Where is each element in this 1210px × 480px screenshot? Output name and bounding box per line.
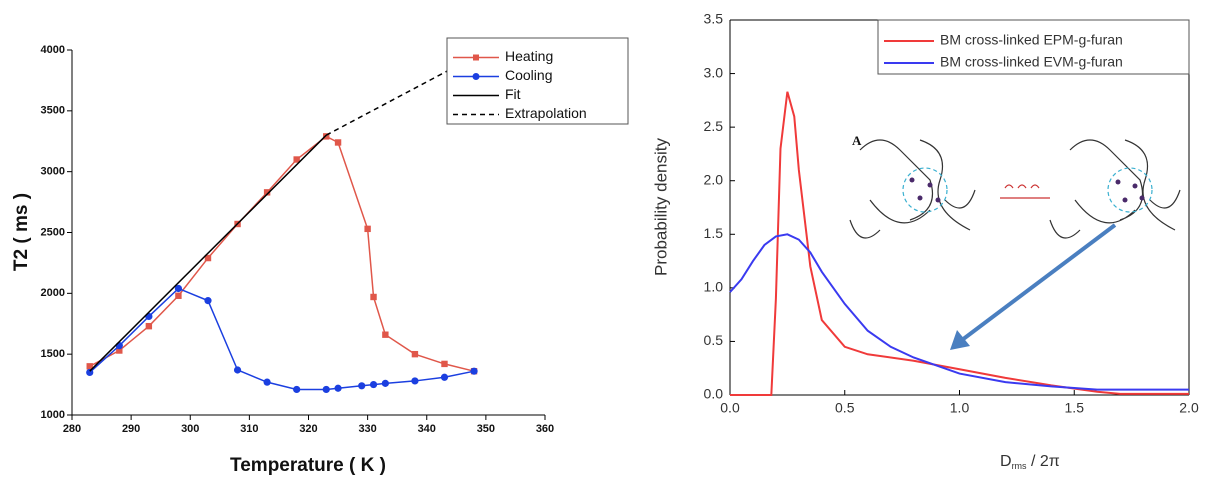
legend-label: Fit (505, 86, 521, 102)
legend-label: BM cross-linked EPM-g-furan (940, 32, 1123, 48)
y-tick-label: 0.5 (704, 332, 724, 348)
marker (411, 350, 419, 358)
line (89, 135, 475, 372)
y-tick-label: 3000 (41, 166, 65, 178)
legend-marker (472, 73, 480, 80)
y-tick-label: 3.5 (704, 11, 724, 27)
series (730, 91, 1189, 396)
marker (381, 379, 389, 387)
marker (116, 347, 123, 354)
marker (322, 385, 330, 394)
series (86, 284, 478, 394)
y-tick-label: 1.0 (704, 279, 724, 295)
y-tick-label: 2000 (41, 287, 65, 299)
marker (86, 363, 93, 370)
legend: Heating Cooling Fit Extrapolation (446, 37, 629, 125)
marker (115, 342, 123, 350)
x-tick-label: 1.5 (1065, 400, 1085, 416)
legend-box (446, 37, 629, 125)
marker (204, 297, 212, 305)
marker (263, 378, 271, 386)
x-axis-label: Drms / 2π (1000, 453, 1060, 471)
line (730, 91, 1189, 396)
y-axis-label: Probability density (651, 138, 670, 276)
series (729, 233, 1189, 391)
y-tick-label: 1.5 (704, 225, 724, 241)
marker (293, 385, 301, 394)
annotation: A (852, 133, 862, 148)
x-tick-label: 1.0 (950, 400, 970, 416)
y-tick-label: 3.0 (704, 64, 724, 80)
x-tick-label: 340 (418, 423, 436, 435)
line (89, 134, 327, 372)
series (86, 133, 478, 375)
x-tick-label: 360 (536, 423, 554, 435)
marker (334, 139, 342, 146)
y-tick-label: 3500 (41, 105, 65, 117)
y-tick-label: 1000 (41, 409, 65, 421)
y-tick-label: 2.0 (704, 171, 724, 187)
marker (323, 133, 330, 140)
line (729, 233, 1189, 391)
marker (364, 225, 371, 233)
marker (440, 373, 449, 381)
x-tick-label: 300 (181, 423, 199, 435)
x-tick-label: 280 (63, 423, 81, 435)
marker (358, 382, 366, 390)
line (89, 287, 475, 391)
marker (334, 384, 342, 392)
y-axis-label: T2 ( ms ) (11, 193, 32, 271)
legend-marker (473, 54, 479, 61)
y-tick-label: 4000 (41, 44, 65, 56)
marker (233, 366, 242, 374)
legend: BM cross-linked EPM-g-furan BM cross-link… (877, 19, 1190, 75)
x-tick-label: 320 (299, 423, 317, 435)
marker (145, 322, 153, 330)
marker (470, 367, 478, 375)
x-tick-label: 0.0 (720, 400, 740, 416)
x-label-rest: / 2π (1027, 453, 1060, 470)
marker (204, 254, 212, 262)
x-tick-label: 0.5 (835, 400, 855, 416)
marker (411, 377, 419, 385)
legend-box (877, 19, 1190, 75)
x-tick-label: 2.0 (1179, 400, 1199, 416)
x-label-main: D (1000, 453, 1012, 470)
y-tick-label: 2.5 (704, 118, 724, 134)
marker (263, 189, 271, 196)
marker (293, 156, 300, 163)
marker (174, 284, 183, 293)
y-tick-label: 1500 (41, 348, 65, 360)
y-tick-label: 2500 (41, 226, 65, 238)
marker (441, 360, 448, 368)
x-tick-label: 350 (477, 423, 495, 435)
series (89, 134, 327, 372)
x-axis-label: Temperature ( K ) (230, 455, 386, 476)
inset-diagram (849, 139, 1181, 350)
x-label-sub: rms (1012, 461, 1027, 471)
marker (86, 368, 94, 377)
marker (175, 292, 182, 299)
y-tick-label: 0.0 (704, 386, 724, 402)
x-tick-label: 310 (240, 423, 258, 435)
marker (382, 331, 389, 338)
marker (369, 380, 378, 389)
legend-label: Cooling (505, 67, 552, 83)
x-tick-label: 290 (122, 423, 140, 435)
legend-label: Heating (505, 48, 553, 64)
legend-label: BM cross-linked EVM-g-furan (940, 54, 1123, 70)
x-tick-label: 330 (358, 423, 376, 435)
legend-label: Extrapolation (505, 105, 587, 121)
marker (370, 293, 377, 301)
